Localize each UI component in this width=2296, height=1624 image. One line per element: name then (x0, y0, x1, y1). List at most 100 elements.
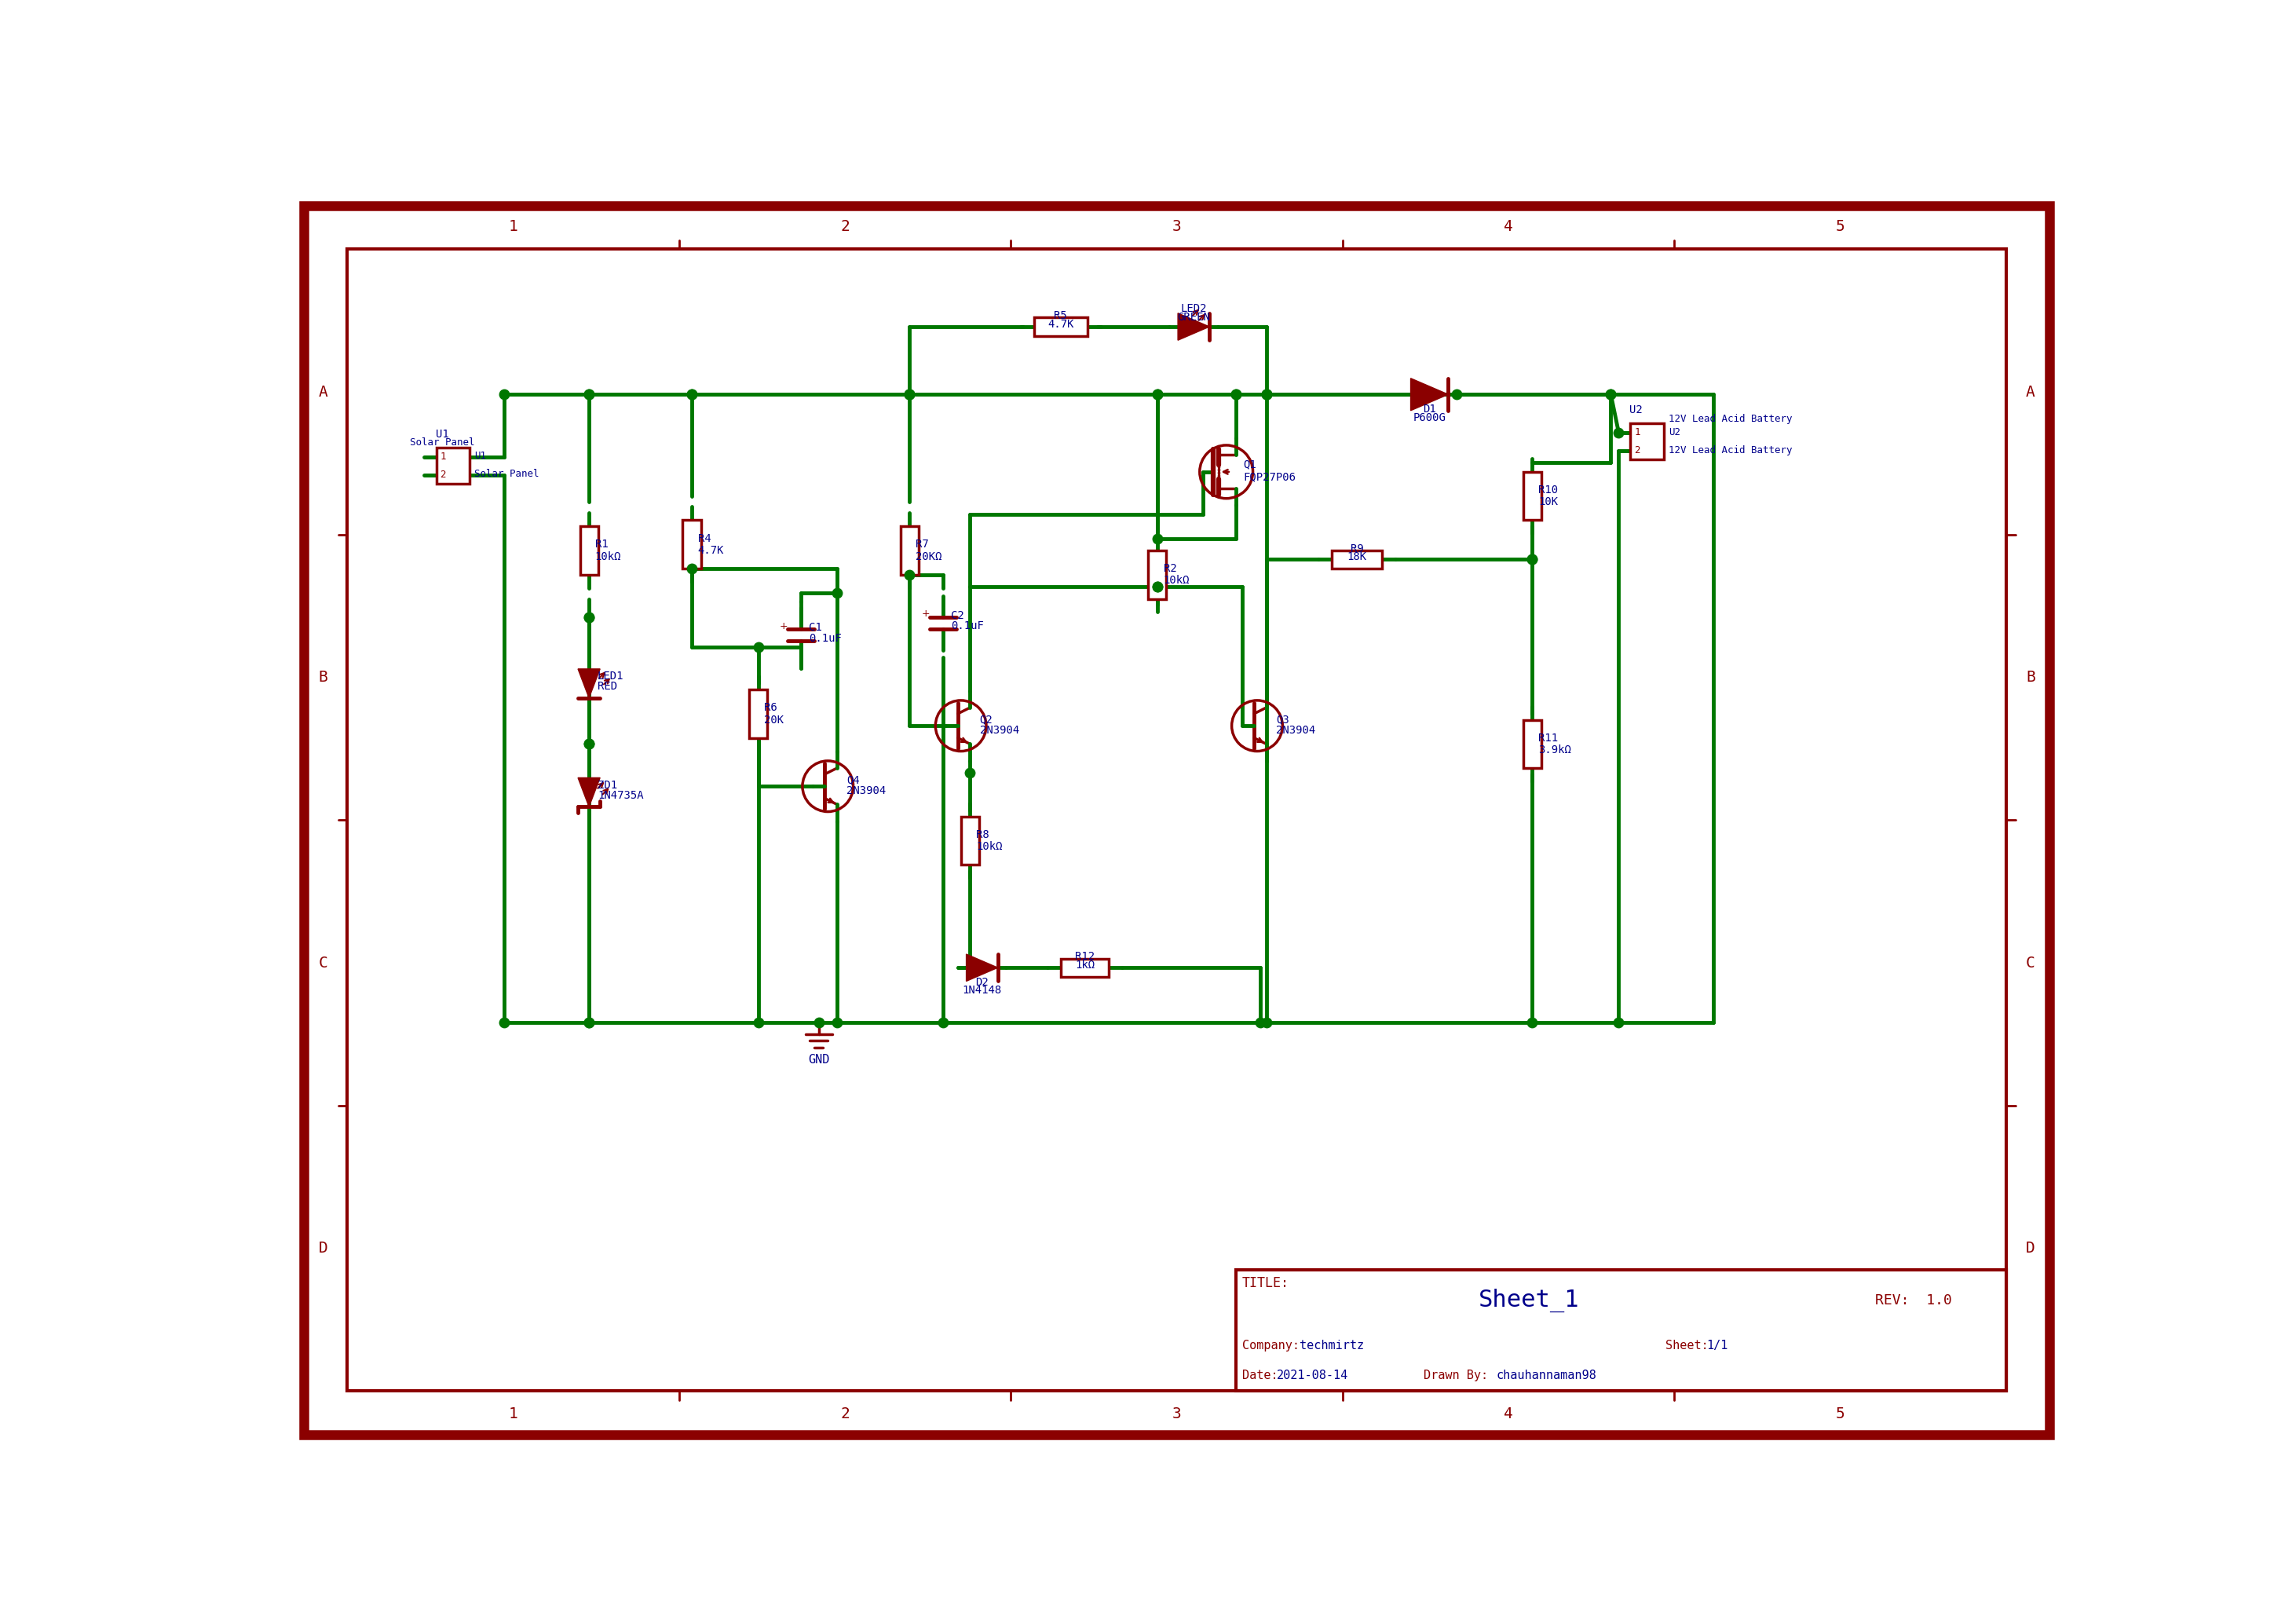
Text: R4: R4 (698, 533, 712, 544)
Text: TITLE:: TITLE: (1242, 1276, 1288, 1289)
Text: chauhannaman98: chauhannaman98 (1497, 1371, 1596, 1382)
Bar (748, 690, 767, 737)
Text: R8: R8 (976, 830, 990, 840)
Text: 1/1: 1/1 (1706, 1340, 1729, 1351)
Text: U1: U1 (436, 429, 448, 440)
Text: R11: R11 (1538, 732, 1559, 744)
Text: 2021-08-14: 2021-08-14 (1277, 1371, 1348, 1382)
Text: U2: U2 (1669, 427, 1681, 437)
Text: GND: GND (808, 1054, 829, 1065)
Text: 1: 1 (441, 451, 445, 461)
Polygon shape (1410, 378, 1449, 411)
Text: R5: R5 (1054, 310, 1068, 322)
Text: Company:: Company: (1242, 1340, 1300, 1351)
Text: 2: 2 (840, 219, 850, 234)
Bar (960, 817, 978, 866)
Text: 2: 2 (840, 1406, 850, 1421)
Text: 0.1uF: 0.1uF (808, 633, 843, 643)
Bar (1630, 424, 1665, 460)
Text: 18K: 18K (1348, 552, 1366, 562)
Text: 2N3904: 2N3904 (1277, 726, 1316, 736)
Text: Sheet:: Sheet: (1665, 1340, 1708, 1351)
Text: A: A (319, 385, 328, 400)
Text: 10kΩ: 10kΩ (976, 841, 1003, 853)
Text: Q1: Q1 (1242, 460, 1256, 469)
Text: 1N4148: 1N4148 (962, 986, 1001, 996)
Text: 20KΩ: 20KΩ (916, 551, 941, 562)
Text: 4.7K: 4.7K (698, 546, 723, 555)
Bar (581, 526, 597, 575)
Bar (1522, 473, 1541, 520)
Text: 2N3904: 2N3904 (847, 786, 886, 797)
Text: 3: 3 (1171, 1406, 1182, 1421)
Text: 1: 1 (507, 1406, 517, 1421)
Text: R2: R2 (1164, 564, 1176, 573)
Text: 1: 1 (507, 219, 517, 234)
Text: 2N3904: 2N3904 (980, 726, 1019, 736)
Text: R12: R12 (1075, 952, 1095, 963)
Bar (1061, 958, 1109, 976)
Text: 10kΩ: 10kΩ (595, 551, 622, 562)
Text: B: B (319, 671, 328, 685)
Text: 10kΩ: 10kΩ (1164, 575, 1189, 586)
Text: 2: 2 (1635, 445, 1639, 456)
Text: 4.7K: 4.7K (1047, 318, 1075, 330)
Text: 20K: 20K (765, 715, 783, 726)
Text: 1N4735A: 1N4735A (597, 789, 643, 801)
Text: Date:: Date: (1242, 1371, 1279, 1382)
Text: A: A (2025, 385, 2034, 400)
Text: techmirtz: techmirtz (1300, 1340, 1364, 1351)
Bar (1033, 318, 1088, 336)
Text: Solar Panel: Solar Panel (475, 469, 540, 479)
Text: C1: C1 (808, 622, 822, 633)
Text: Q3: Q3 (1277, 715, 1288, 726)
Text: 0.1uF: 0.1uF (951, 620, 985, 632)
Text: D2: D2 (976, 976, 990, 987)
Text: 5: 5 (1837, 1406, 1846, 1421)
Text: U1: U1 (475, 451, 487, 461)
Text: 3.9kΩ: 3.9kΩ (1538, 744, 1570, 755)
Bar (900, 526, 918, 575)
Text: C: C (2025, 955, 2034, 970)
Text: ZD1: ZD1 (597, 780, 618, 791)
Polygon shape (967, 955, 999, 981)
Bar (436, 448, 471, 484)
Bar (1332, 551, 1382, 568)
Text: Drawn By:: Drawn By: (1424, 1371, 1488, 1382)
Text: +: + (921, 609, 930, 619)
Bar (1522, 719, 1541, 768)
Text: 4: 4 (1504, 1406, 1513, 1421)
Text: D: D (2025, 1241, 2034, 1255)
Text: LED1: LED1 (597, 671, 625, 682)
Text: 4: 4 (1504, 219, 1513, 234)
Bar (1235, 1270, 2007, 1390)
Text: R9: R9 (1350, 542, 1364, 554)
Text: D: D (319, 1241, 328, 1255)
Text: Q2: Q2 (980, 715, 992, 726)
Text: R1: R1 (595, 539, 608, 551)
Text: R6: R6 (765, 702, 778, 713)
Text: R10: R10 (1538, 484, 1559, 495)
Text: U2: U2 (1630, 404, 1644, 416)
Bar (1148, 551, 1166, 599)
Bar (682, 520, 700, 568)
Text: 10K: 10K (1538, 497, 1559, 508)
Polygon shape (579, 778, 599, 807)
Text: Solar Panel: Solar Panel (409, 438, 475, 448)
Text: 3: 3 (1171, 219, 1182, 234)
Text: GREEN: GREEN (1178, 312, 1210, 323)
Text: 1: 1 (1635, 427, 1639, 437)
Polygon shape (1178, 313, 1210, 339)
Text: REV:  1.0: REV: 1.0 (1876, 1293, 1952, 1307)
Text: B: B (2025, 671, 2034, 685)
Text: C2: C2 (951, 611, 964, 622)
Text: Q4: Q4 (847, 775, 859, 786)
Text: P600G: P600G (1412, 412, 1446, 422)
Text: FQP27P06: FQP27P06 (1242, 471, 1295, 482)
Text: 12V Lead Acid Battery: 12V Lead Acid Battery (1669, 445, 1793, 455)
Text: 5: 5 (1837, 219, 1846, 234)
Polygon shape (579, 669, 599, 698)
Text: D1: D1 (1424, 403, 1435, 414)
Text: Sheet_1: Sheet_1 (1479, 1288, 1580, 1312)
Text: 2: 2 (441, 469, 445, 481)
